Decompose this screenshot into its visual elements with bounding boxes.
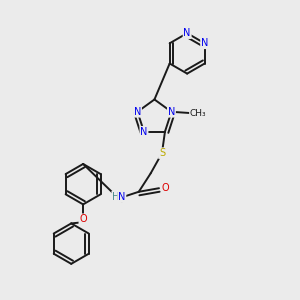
Text: O: O [162, 183, 169, 193]
Text: N: N [184, 28, 191, 38]
Text: N: N [168, 107, 175, 117]
Text: N: N [201, 38, 208, 48]
Text: N: N [118, 192, 125, 202]
Text: O: O [79, 214, 87, 224]
Text: N: N [134, 107, 141, 117]
Text: CH₃: CH₃ [190, 109, 206, 118]
Text: N: N [140, 127, 148, 137]
Text: S: S [159, 148, 165, 158]
Text: H: H [112, 191, 120, 202]
